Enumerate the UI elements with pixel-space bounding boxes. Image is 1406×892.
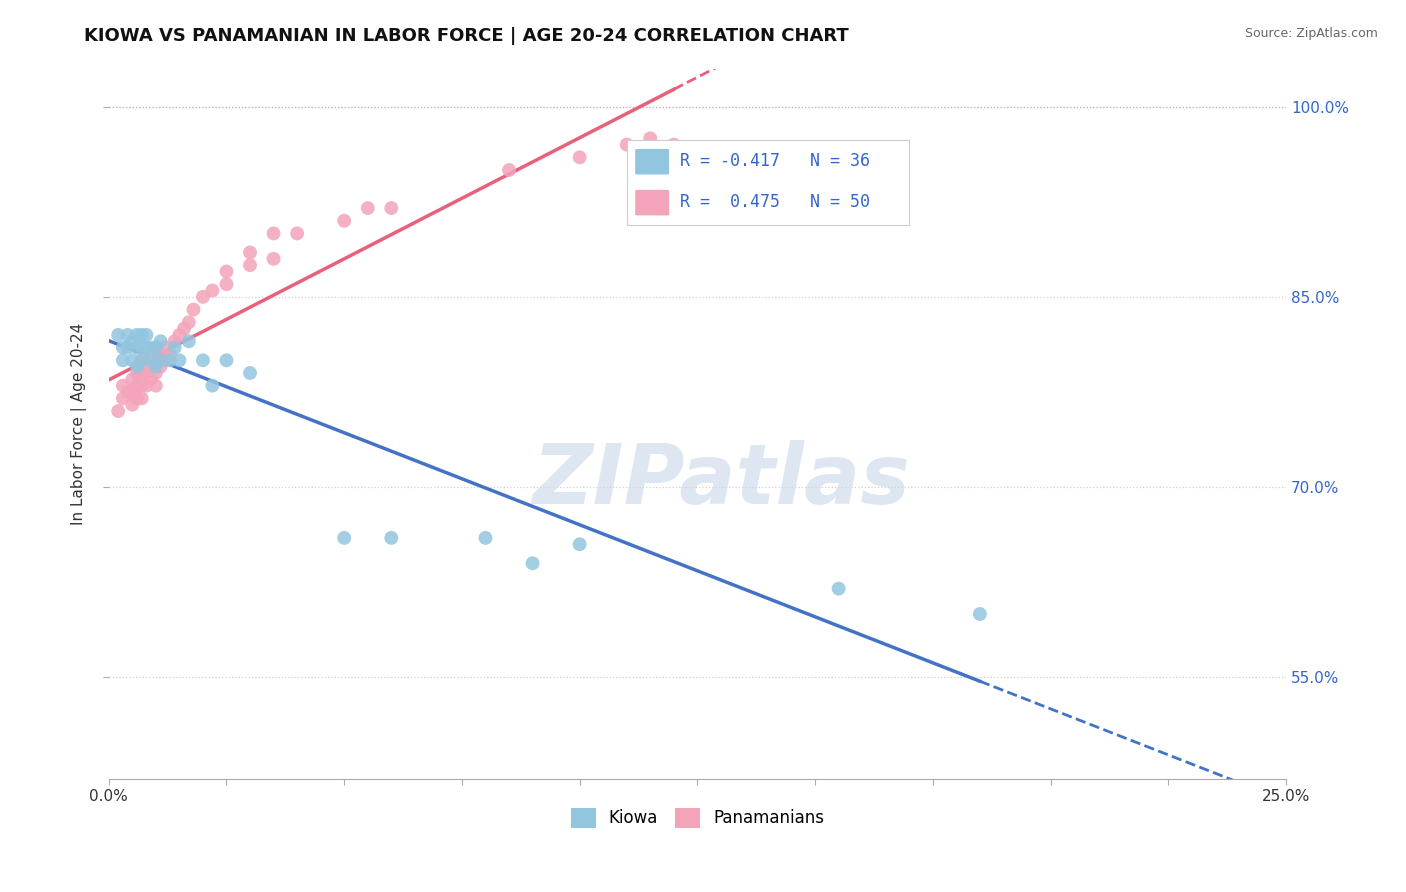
Point [135,366,157,380]
Point [121,384,143,399]
Point [135,327,157,342]
Point [163,341,186,355]
Point [263,227,285,241]
Point [117,327,139,342]
Point [215,277,238,292]
Point [522,556,544,570]
Point [239,258,262,272]
Point [131,366,153,380]
Point [969,607,991,621]
Point [125,359,148,374]
Point [169,327,191,342]
Point [357,201,380,215]
Point [159,347,181,361]
Point [121,398,143,412]
Point [125,341,148,355]
Point [177,334,200,349]
Point [183,302,205,317]
Point [149,353,172,368]
Point [568,150,591,164]
Point [145,359,167,374]
Point [145,341,167,355]
Legend: Kiowa, Panamanians: Kiowa, Panamanians [564,801,831,835]
Text: Source: ZipAtlas.com: Source: ZipAtlas.com [1244,27,1378,40]
Point [215,353,238,368]
Point [121,353,143,368]
Point [380,531,402,545]
Point [145,341,167,355]
Point [141,341,163,355]
Point [159,353,181,368]
Point [145,353,167,368]
Point [149,334,172,349]
Point [141,353,163,368]
Point [131,353,153,368]
Point [111,392,134,406]
Point [125,327,148,342]
Point [380,201,402,215]
Point [117,384,139,399]
Y-axis label: In Labor Force | Age 20-24: In Labor Force | Age 20-24 [72,323,87,524]
Point [107,404,129,418]
Point [121,334,143,349]
Point [131,327,153,342]
Point [131,378,153,392]
Point [155,341,177,355]
Point [169,353,191,368]
Point [827,582,849,596]
Point [135,378,157,392]
Point [117,341,139,355]
Point [131,341,153,355]
Point [111,341,134,355]
Point [121,372,143,386]
Point [498,163,520,178]
Point [173,321,195,335]
Point [125,366,148,380]
Point [163,334,186,349]
Point [201,284,224,298]
Point [191,290,214,304]
Point [616,137,638,152]
Point [201,378,224,392]
Point [149,347,172,361]
Point [141,359,163,374]
Point [135,341,157,355]
Point [125,392,148,406]
Text: KIOWA VS PANAMANIAN IN LABOR FORCE | AGE 20-24 CORRELATION CHART: KIOWA VS PANAMANIAN IN LABOR FORCE | AGE… [84,27,849,45]
Point [107,327,129,342]
Point [145,378,167,392]
Point [285,227,308,241]
Point [111,353,134,368]
Point [662,137,685,152]
Point [149,359,172,374]
Point [239,366,262,380]
Point [141,372,163,386]
Point [125,378,148,392]
Point [131,392,153,406]
Point [333,213,356,227]
Text: ZIPatlas: ZIPatlas [531,440,910,521]
Point [131,353,153,368]
Point [145,366,167,380]
Point [568,537,591,551]
Point [640,131,662,145]
Point [111,378,134,392]
Point [177,315,200,329]
Point [474,531,496,545]
Point [155,353,177,368]
Point [215,264,238,278]
Point [239,245,262,260]
Point [333,531,356,545]
Point [135,353,157,368]
Point [263,252,285,266]
Point [191,353,214,368]
